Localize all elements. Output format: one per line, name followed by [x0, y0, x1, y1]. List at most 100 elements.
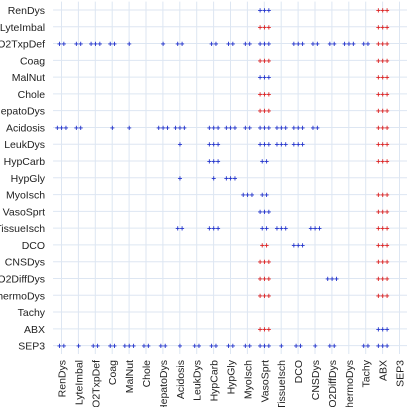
cell-mark: +++ [308, 224, 322, 233]
cell-mark: +++ [376, 241, 390, 250]
column-label: ThermoDys [344, 360, 356, 407]
cell-mark: +++ [376, 23, 390, 32]
row-label: LyteImbal [0, 22, 45, 34]
row-label: DCO [22, 240, 45, 252]
cell-mark: + [178, 174, 183, 183]
cell-mark: +++ [258, 258, 272, 267]
cell-mark: + [76, 342, 81, 351]
cell-mark: +++ [207, 157, 221, 166]
column-label: LeukDys [192, 360, 204, 401]
column-label: Coag [107, 360, 119, 385]
cell-mark: +++ [241, 191, 255, 200]
cell-mark: ++ [175, 40, 184, 49]
row-label: CNSDys [5, 257, 45, 269]
row-label: MyoIsch [6, 190, 45, 202]
cell-mark: ++ [74, 40, 83, 49]
cell-mark: +++ [258, 56, 272, 65]
cell-mark: ++ [74, 123, 83, 132]
row-label: LeukDys [4, 139, 45, 151]
column-labels: RenDys LyteImbal O2TxpDef Coag MalNut Chole He… [57, 359, 407, 407]
cell-mark: +++ [207, 224, 221, 233]
row-label: Acidosis [6, 122, 45, 134]
column-label: O2TxpDef [90, 360, 102, 407]
cell-mark: +++ [342, 40, 356, 49]
cell-mark: ++ [243, 40, 252, 49]
cell-mark: +++ [258, 107, 272, 116]
cell-mark: +++ [258, 6, 272, 15]
cell-mark: +++ [224, 123, 238, 132]
column-label: Tachy [361, 359, 373, 387]
row-label: O2DiffDys [0, 273, 45, 285]
cell-mark: +++ [173, 123, 187, 132]
cell-mark: +++ [258, 291, 272, 300]
cell-mark: + [178, 140, 183, 149]
cell-mark: +++ [258, 325, 272, 334]
row-label: VasoSprt [3, 206, 45, 218]
cell-mark: ++ [209, 40, 218, 49]
row-label: HepatoDys [0, 106, 45, 118]
row-label: Tachy [18, 307, 46, 319]
column-label: O2DiffDys [327, 360, 339, 407]
cell-mark: ++ [243, 342, 252, 351]
cell-mark: +++ [376, 107, 390, 116]
row-label: Chole [18, 89, 46, 101]
cell-mark: +++ [376, 90, 390, 99]
cell-mark: + [313, 342, 318, 351]
row-label: TissueIsch [0, 223, 45, 235]
cell-mark: +++ [376, 224, 390, 233]
cell-marks: +++ ++++++ +++++ ++ +++ ++ + + ++ ++ ++ ++ +++ +++ ++ +… [55, 6, 390, 351]
cell-mark: ++ [142, 342, 151, 351]
row-label: MalNut [12, 72, 45, 84]
cell-mark: ++ [175, 224, 184, 233]
cell-mark: ++ [209, 342, 218, 351]
cell-mark: + [279, 342, 284, 351]
row-labels: RenDys LyteImbal O2TxpDef Coag MalNut Chole He… [0, 5, 46, 353]
cell-mark: +++ [156, 123, 170, 132]
cell-mark: +++ [292, 241, 306, 250]
cell-mark: ++ [226, 342, 235, 351]
cell-mark: +++ [123, 342, 137, 351]
row-label: O2TxpDef [0, 39, 45, 51]
cell-mark: +++ [89, 40, 103, 49]
cell-mark: + [127, 40, 132, 49]
cell-mark: +++ [207, 140, 221, 149]
cell-mark: +++ [376, 325, 390, 334]
row-label: HypGly [11, 173, 46, 185]
column-label: MalNut [124, 360, 136, 393]
column-label: Acidosis [175, 360, 187, 399]
cell-mark: + [110, 123, 115, 132]
cell-mark: ++ [243, 123, 252, 132]
cell-mark: +++ [292, 40, 306, 49]
cell-mark: +++ [258, 123, 272, 132]
column-label: ABX [378, 360, 390, 381]
cell-mark: + [211, 174, 216, 183]
column-label: RenDys [57, 360, 69, 397]
cell-mark: + [161, 40, 166, 49]
column-label: TissueIsch [276, 360, 288, 407]
cell-mark: +++ [376, 291, 390, 300]
row-label: ThermoDys [0, 290, 45, 302]
column-label: DCO [293, 360, 305, 383]
column-label: HypGly [226, 359, 238, 394]
column-label: HypCarb [209, 360, 221, 402]
grid-lines [53, 1, 407, 354]
cell-mark: +++ [376, 258, 390, 267]
cell-mark: +++ [325, 274, 339, 283]
cell-mark: +++ [292, 140, 306, 149]
cell-mark: ++ [226, 40, 235, 49]
cell-mark: +++ [376, 274, 390, 283]
cell-mark: +++ [376, 56, 390, 65]
cell-mark: +++ [258, 207, 272, 216]
cell-mark: +++ [258, 73, 272, 82]
column-label: VasoSprt [259, 360, 271, 402]
cell-mark: +++ [258, 274, 272, 283]
cell-mark: +++ [292, 123, 306, 132]
cell-mark: +++ [275, 123, 289, 132]
cell-mark: +++ [224, 174, 238, 183]
cell-mark: ++ [57, 342, 66, 351]
cell-mark: ++ [91, 342, 100, 351]
cell-mark: +++ [376, 342, 390, 351]
cell-mark: ++ [361, 40, 370, 49]
row-label: HypCarb [4, 156, 46, 168]
